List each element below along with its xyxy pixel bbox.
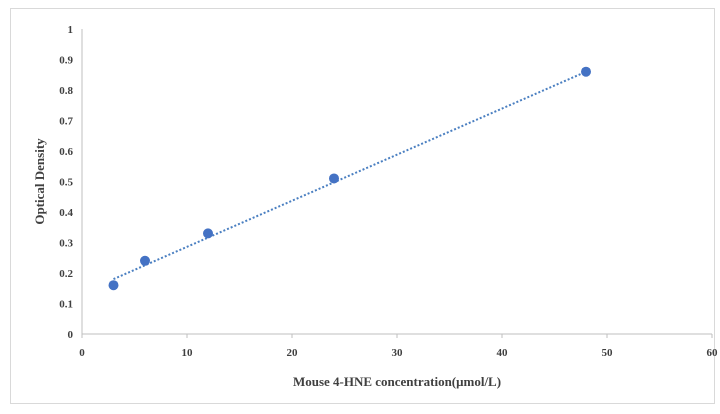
x-tick-label: 20 [287,347,299,359]
data-point [203,228,213,239]
x-tick-label: 60 [707,347,719,359]
chart-frame [10,8,715,404]
x-tick-label: 50 [602,347,614,359]
data-point [140,255,150,266]
trendline [113,70,587,281]
y-tick-label: 1 [68,24,74,36]
y-tick-label: 0.3 [59,238,73,250]
y-tick-label: 0.5 [59,177,73,189]
y-axis-ticks: 0 0.1 0.2 0.3 0.4 0.5 0.6 0.7 0.8 0.9 1 [59,24,73,341]
y-tick-label: 0.4 [59,207,73,219]
x-tick-label: 30 [392,347,404,359]
x-tick-label: 40 [497,347,509,359]
data-point [108,280,119,291]
x-tick-label: 10 [182,347,194,359]
x-tick-label: 0 [79,347,85,359]
data-point [581,66,591,77]
data-points [108,66,591,291]
y-tick-label: 0.9 [59,55,73,67]
data-point [329,173,339,184]
y-tick-label: 0.6 [59,146,73,158]
x-axis-ticks: 0 10 20 30 40 50 60 [79,334,718,359]
y-tick-label: 0.7 [59,116,73,128]
y-tick-label: 0 [68,329,74,341]
x-axis-title: Mouse 4-HNE concentration(μmol/L) [293,374,501,389]
y-tick-label: 0.1 [59,299,73,311]
y-tick-label: 0.2 [59,268,73,280]
y-axis-title: Optical Density [32,138,47,225]
y-tick-label: 0.8 [59,85,73,97]
